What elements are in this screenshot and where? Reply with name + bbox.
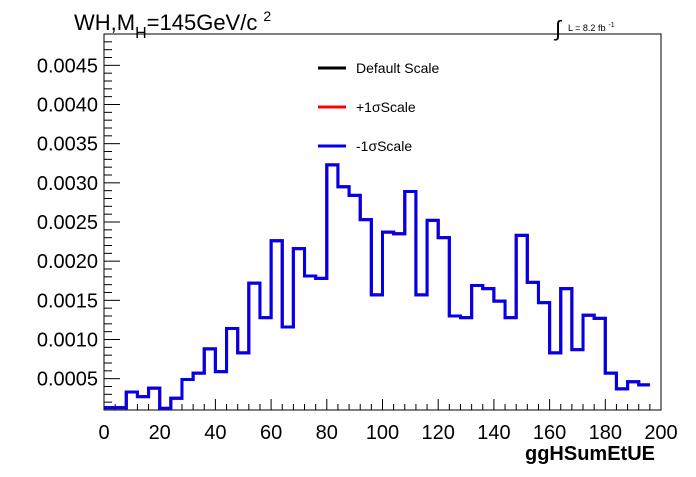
x-tick-label: 100 bbox=[366, 422, 399, 444]
lumi-label: L = 8.2 fb -1 bbox=[568, 22, 615, 33]
lumi-integral-sign: ∫ bbox=[553, 16, 563, 41]
chart-title-main: WH,M bbox=[74, 10, 135, 35]
x-tick-label: 180 bbox=[589, 422, 622, 444]
x-tick-label: 120 bbox=[422, 422, 455, 444]
series-line bbox=[104, 163, 650, 410]
axis-tick-labels: 0 20 40 60 80 100 120 140 160 180 200 0.0005 0.0010 0… bbox=[37, 55, 678, 444]
x-tick-label: 20 bbox=[149, 422, 171, 444]
axis-ticks bbox=[103, 33, 662, 411]
legend-label: -1σScale bbox=[356, 138, 412, 154]
x-tick-label: 200 bbox=[644, 422, 677, 444]
legend-label: +1σScale bbox=[356, 99, 416, 115]
plot-series bbox=[104, 163, 650, 410]
series-line bbox=[104, 163, 650, 410]
plot-frame bbox=[103, 33, 662, 411]
y-tick-label: 0.0045 bbox=[37, 55, 98, 77]
y-tick-label: 0.0030 bbox=[37, 173, 98, 195]
chart-title-superscript: 2 bbox=[263, 8, 271, 24]
y-tick-label: 0.0040 bbox=[37, 95, 98, 117]
x-tick-label: 0 bbox=[98, 422, 109, 444]
x-tick-label: 40 bbox=[204, 422, 226, 444]
y-tick-label: 0.0010 bbox=[37, 330, 98, 352]
x-tick-label: 80 bbox=[316, 422, 338, 444]
legend: Default Scale +1σScale -1σScale bbox=[318, 60, 439, 154]
lumi-label-main: L = 8.2 fb bbox=[568, 23, 605, 33]
y-tick-label: 0.0025 bbox=[37, 212, 98, 234]
y-tick-label: 0.0020 bbox=[37, 251, 98, 273]
lumi-label-superscript: -1 bbox=[608, 22, 614, 29]
chart-title-rest: =145GeV/c bbox=[147, 10, 258, 35]
y-tick-label: 0.0005 bbox=[37, 369, 98, 391]
y-tick-label: 0.0035 bbox=[37, 134, 98, 156]
y-tick-label: 0.0015 bbox=[37, 290, 98, 312]
legend-label: Default Scale bbox=[356, 60, 439, 76]
x-tick-label: 140 bbox=[477, 422, 510, 444]
x-tick-label: 60 bbox=[260, 422, 282, 444]
series-line bbox=[104, 163, 650, 410]
x-axis-label: ggHSumEtUE bbox=[525, 443, 655, 465]
x-tick-label: 160 bbox=[533, 422, 566, 444]
